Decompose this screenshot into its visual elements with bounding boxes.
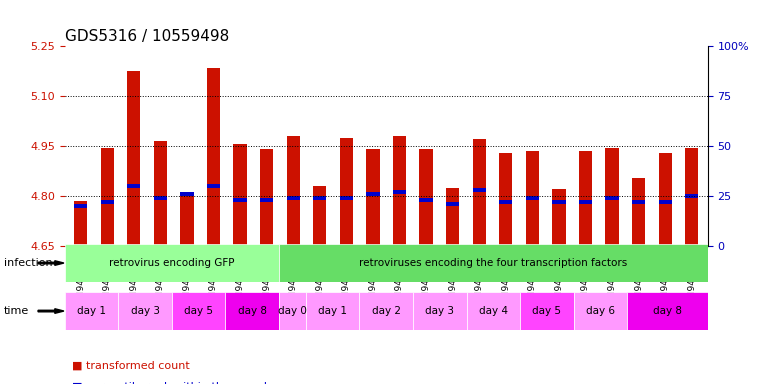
Bar bbox=[685, 194, 699, 198]
FancyBboxPatch shape bbox=[118, 292, 172, 330]
Bar bbox=[127, 184, 141, 188]
Text: day 5: day 5 bbox=[533, 306, 562, 316]
Bar bbox=[339, 137, 353, 246]
Bar bbox=[287, 196, 300, 200]
Bar bbox=[180, 196, 193, 246]
FancyBboxPatch shape bbox=[359, 292, 413, 330]
Bar bbox=[552, 189, 565, 246]
Bar bbox=[552, 200, 565, 204]
Text: day 8: day 8 bbox=[237, 306, 267, 316]
Bar bbox=[74, 201, 88, 246]
Text: day 0: day 0 bbox=[278, 306, 307, 316]
Text: GDS5316 / 10559498: GDS5316 / 10559498 bbox=[65, 28, 229, 43]
Bar bbox=[632, 200, 645, 204]
Bar bbox=[393, 136, 406, 246]
FancyBboxPatch shape bbox=[65, 244, 279, 282]
Bar bbox=[127, 71, 141, 246]
Bar bbox=[526, 151, 539, 246]
Bar bbox=[579, 200, 592, 204]
Bar bbox=[100, 147, 114, 246]
Text: time: time bbox=[4, 306, 29, 316]
FancyBboxPatch shape bbox=[279, 292, 306, 330]
Text: day 2: day 2 bbox=[371, 306, 401, 316]
Text: retroviruses encoding the four transcription factors: retroviruses encoding the four transcrip… bbox=[359, 258, 628, 268]
Bar bbox=[446, 187, 460, 246]
FancyBboxPatch shape bbox=[521, 292, 574, 330]
Text: day 8: day 8 bbox=[653, 306, 682, 316]
Bar bbox=[473, 188, 486, 192]
FancyBboxPatch shape bbox=[172, 292, 225, 330]
FancyBboxPatch shape bbox=[574, 292, 627, 330]
Text: day 3: day 3 bbox=[131, 306, 160, 316]
Bar bbox=[313, 196, 326, 200]
Bar bbox=[287, 136, 300, 246]
Bar bbox=[100, 200, 114, 204]
Text: day 6: day 6 bbox=[586, 306, 615, 316]
Bar bbox=[366, 149, 380, 246]
Bar bbox=[260, 198, 273, 202]
Bar bbox=[632, 177, 645, 246]
Bar bbox=[234, 198, 247, 202]
Bar bbox=[446, 202, 460, 205]
FancyBboxPatch shape bbox=[466, 292, 521, 330]
Text: retrovirus encoding GFP: retrovirus encoding GFP bbox=[109, 258, 234, 268]
FancyBboxPatch shape bbox=[306, 292, 359, 330]
Text: ■ transformed count: ■ transformed count bbox=[72, 361, 190, 371]
Bar bbox=[419, 198, 433, 202]
Bar bbox=[579, 151, 592, 246]
Text: ■ percentile rank within the sample: ■ percentile rank within the sample bbox=[72, 382, 274, 384]
Bar bbox=[685, 147, 699, 246]
Bar bbox=[658, 152, 672, 246]
Bar bbox=[260, 149, 273, 246]
FancyBboxPatch shape bbox=[627, 292, 708, 330]
Text: day 5: day 5 bbox=[184, 306, 213, 316]
Bar bbox=[526, 196, 539, 200]
Bar bbox=[207, 184, 220, 188]
Text: day 1: day 1 bbox=[77, 306, 106, 316]
Bar bbox=[473, 139, 486, 246]
Bar bbox=[234, 144, 247, 246]
Text: infection: infection bbox=[4, 258, 53, 268]
Bar bbox=[606, 147, 619, 246]
Bar bbox=[658, 200, 672, 204]
Bar bbox=[154, 196, 167, 200]
Bar bbox=[499, 200, 512, 204]
Text: day 4: day 4 bbox=[479, 306, 508, 316]
Bar bbox=[339, 196, 353, 200]
Bar bbox=[419, 149, 433, 246]
Bar bbox=[207, 68, 220, 246]
Text: day 1: day 1 bbox=[318, 306, 347, 316]
Text: day 3: day 3 bbox=[425, 306, 454, 316]
FancyBboxPatch shape bbox=[225, 292, 279, 330]
Bar bbox=[499, 152, 512, 246]
Bar bbox=[393, 190, 406, 194]
Bar bbox=[74, 204, 88, 208]
FancyBboxPatch shape bbox=[413, 292, 466, 330]
Bar bbox=[366, 192, 380, 195]
FancyBboxPatch shape bbox=[65, 292, 118, 330]
Bar bbox=[606, 196, 619, 200]
FancyBboxPatch shape bbox=[279, 244, 708, 282]
Bar bbox=[313, 186, 326, 246]
Bar bbox=[180, 192, 193, 195]
Bar bbox=[154, 141, 167, 246]
